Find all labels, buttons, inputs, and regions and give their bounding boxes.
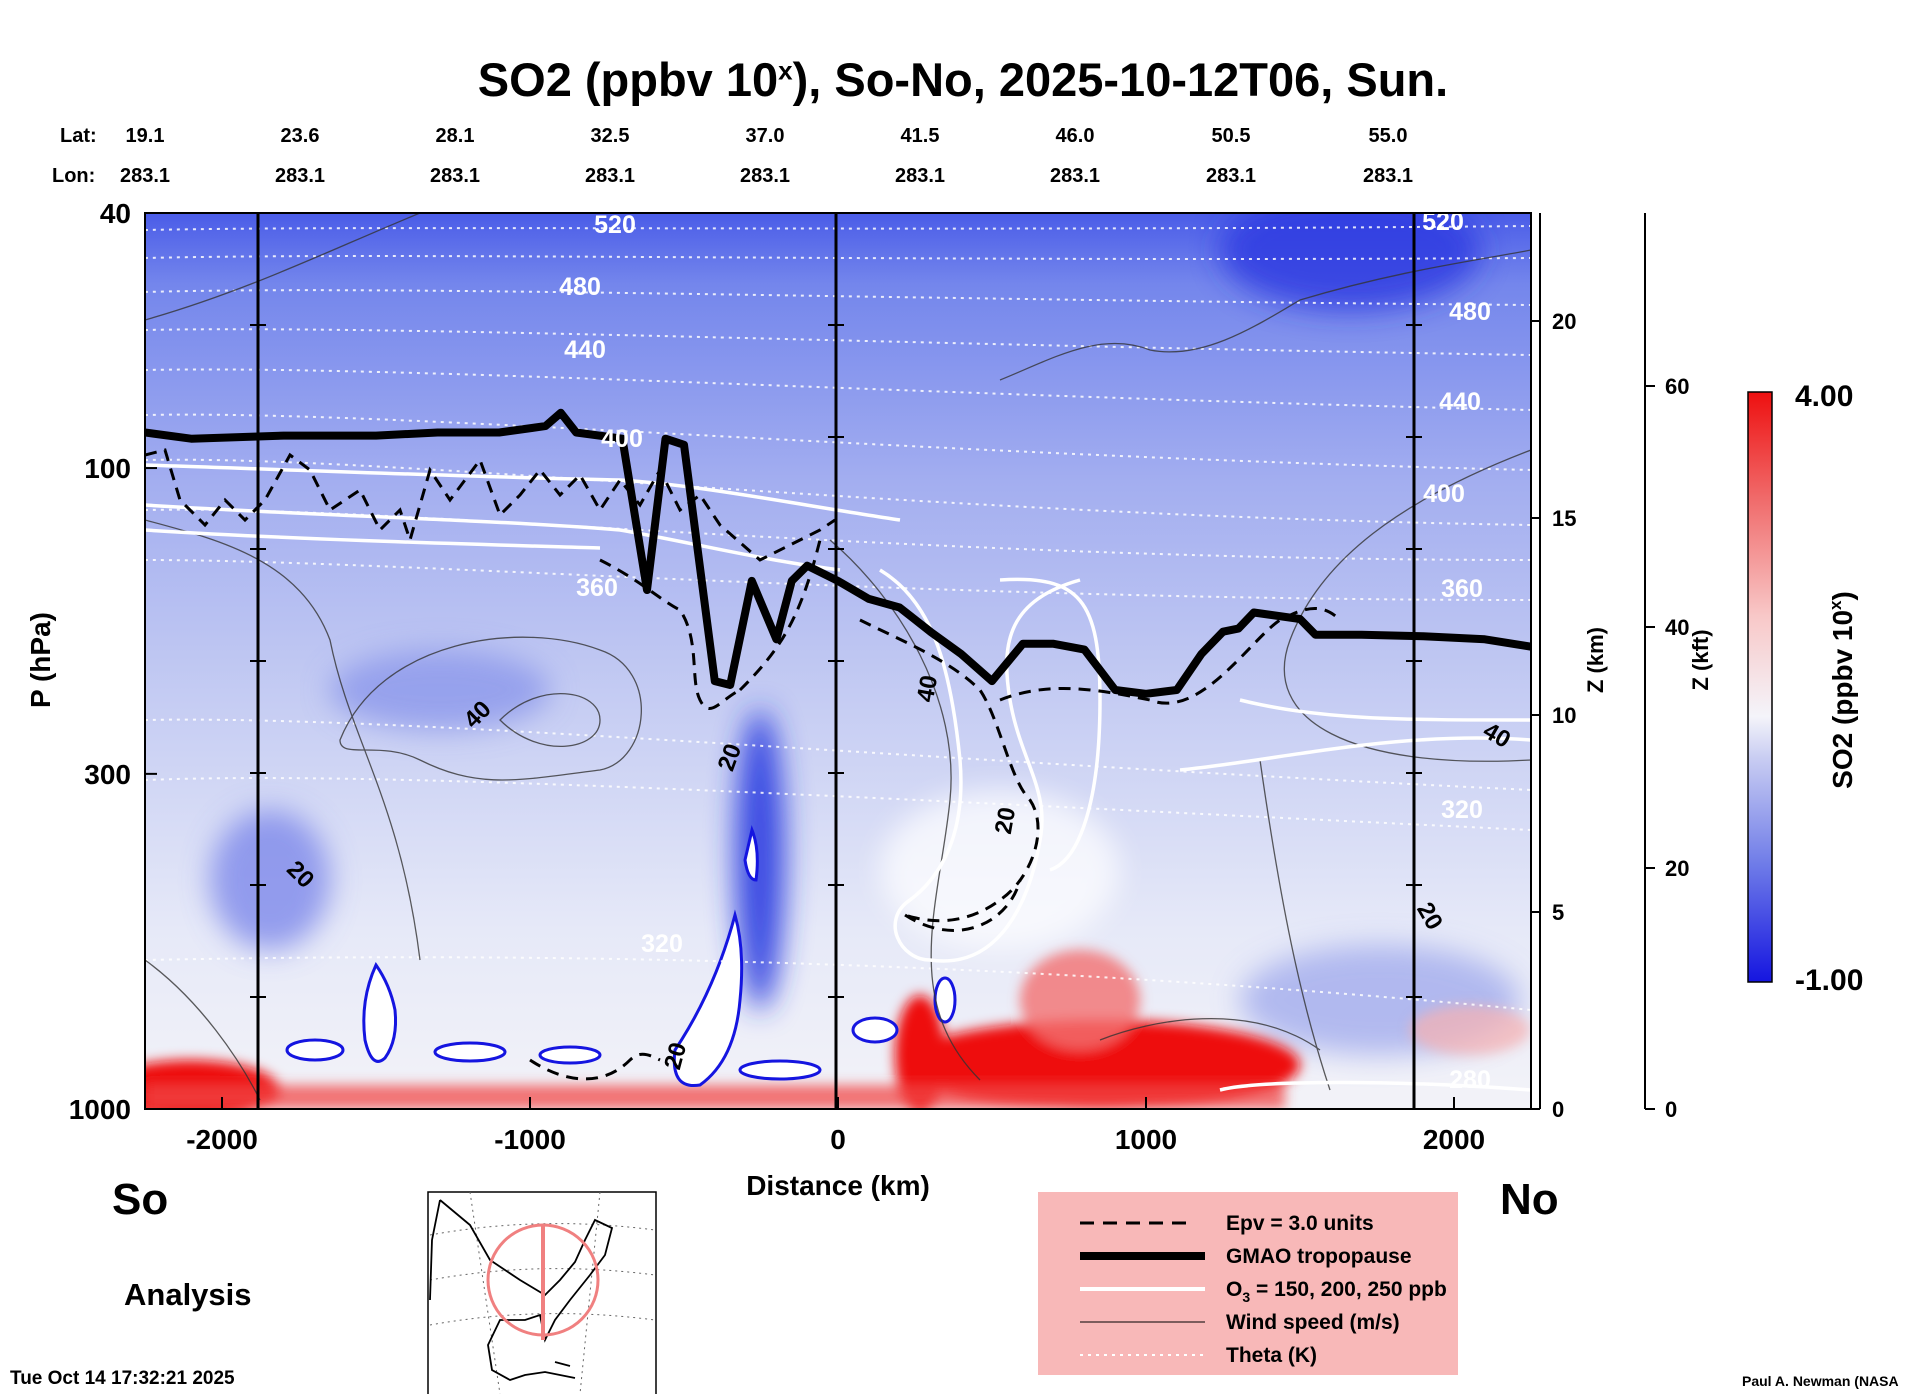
z-km-tick-label: 5 [1552, 900, 1564, 925]
legend-tropopause-label: GMAO tropopause [1226, 1245, 1412, 1268]
y-tick-label: 40 [100, 198, 131, 229]
theta-label: 400 [1423, 480, 1465, 508]
theta-label: 480 [559, 273, 601, 301]
colorbar [1748, 392, 1772, 982]
timestamp: Tue Oct 14 17:32:21 2025 [10, 1368, 235, 1389]
so2-high-surface [145, 1085, 1285, 1109]
lon-value: 283.1 [1205, 165, 1257, 187]
analysis-label: Analysis [124, 1277, 252, 1312]
inset-map [427, 1191, 657, 1394]
chart-title: SO2 (ppbv 10x), So-No, 2025-10-12T06, Su… [477, 53, 1449, 106]
x-tick-label: -1000 [494, 1124, 566, 1155]
lat-value: 23.6 [280, 125, 320, 147]
z-kft-axis: 0 20 40 60 [1645, 374, 1689, 1122]
theta-label: 360 [576, 574, 618, 602]
ozone-contours [145, 463, 1531, 1092]
lat-value: 32.5 [590, 125, 630, 147]
wind-speed-label: 20 [990, 805, 1021, 836]
lat-value: 50.5 [1211, 125, 1251, 147]
y-tick-label: 300 [84, 759, 131, 790]
so2-neutral-patch [880, 790, 1120, 950]
so2-high-right [1410, 1005, 1530, 1055]
tropopause-line [145, 408, 1531, 698]
z-km-tick-label: 0 [1552, 1097, 1564, 1122]
theta-label: 320 [641, 930, 683, 958]
section-vertical-ticks [250, 213, 1422, 1109]
theta-label: 400 [601, 425, 643, 453]
lon-value: 283.1 [274, 165, 326, 187]
lon-value: 283.1 [1362, 165, 1414, 187]
lon-value: 283.1 [119, 165, 171, 187]
lat-value: 37.0 [745, 125, 785, 147]
x-axis: -2000 -1000 0 1000 2000 [186, 1097, 1485, 1155]
colorbar-title: SO2 (ppbv 10x) [1826, 591, 1858, 789]
z-kft-tick-label: 20 [1665, 856, 1689, 881]
theta-label: 520 [1422, 208, 1464, 236]
lon-value: 283.1 [429, 165, 481, 187]
z-kft-tick-label: 60 [1665, 374, 1689, 399]
legend-wind-label: Wind speed (m/s) [1226, 1311, 1400, 1334]
lat-label: Lat: [60, 125, 97, 147]
legend-theta-label: Theta (K) [1226, 1344, 1317, 1367]
so2-plume-column [735, 710, 785, 1010]
z-km-tick-label: 20 [1552, 309, 1576, 334]
colorbar-min-label: -1.00 [1795, 964, 1863, 997]
legend-epv-label: Epv = 3.0 units [1226, 1212, 1374, 1235]
lat-value: 55.0 [1368, 125, 1408, 147]
wind-speed-label: 40 [912, 673, 943, 704]
so2-low-upper-right [1220, 213, 1480, 310]
y-axis-title: P (hPa) [25, 612, 56, 708]
colorbar-max-label: 4.00 [1795, 380, 1853, 413]
x-tick-label: 2000 [1423, 1124, 1485, 1155]
so2-low-blobs [285, 825, 957, 1088]
z-km-title: Z (km) [1583, 627, 1608, 693]
lat-value: 46.0 [1055, 125, 1095, 147]
y-axis: 1000 300 100 40 [69, 198, 157, 1125]
south-label: So [112, 1175, 169, 1224]
z-kft-title: Z (kft) [1688, 629, 1713, 690]
theta-label: 520 [594, 211, 636, 239]
x-axis-title: Distance (km) [746, 1170, 930, 1201]
z-km-tick-label: 15 [1552, 506, 1576, 531]
z-kft-tick-label: 0 [1665, 1097, 1677, 1122]
lon-value: 283.1 [584, 165, 636, 187]
theta-label: 480 [1449, 298, 1491, 326]
z-kft-tick-label: 40 [1665, 615, 1689, 640]
lon-value: 283.1 [739, 165, 791, 187]
lon-value: 283.1 [894, 165, 946, 187]
lon-label: Lon: [52, 165, 96, 187]
x-tick-label: 0 [830, 1124, 846, 1155]
colorbar-frame [1747, 391, 1773, 983]
lat-value: 41.5 [900, 125, 940, 147]
theta-label: 360 [1441, 575, 1483, 603]
lat-value: 28.1 [435, 125, 475, 147]
inset-map-coastlines [429, 1199, 614, 1381]
credit: Paul A. Newman (NASA [1742, 1373, 1899, 1389]
theta-label: 440 [564, 336, 606, 364]
so2-low-midleft [330, 650, 550, 730]
lon-value: 283.1 [1049, 165, 1101, 187]
so2-high-fringe [1020, 950, 1140, 1050]
so2-low-left [210, 810, 330, 950]
theta-label: 320 [1441, 796, 1483, 824]
y-tick-label: 1000 [69, 1094, 131, 1125]
x-tick-label: -2000 [186, 1124, 258, 1155]
x-tick-label: 1000 [1115, 1124, 1177, 1155]
legend-ozone-label: O3 = 150, 200, 250 ppb [1226, 1278, 1447, 1305]
theta-label: 280 [1449, 1066, 1491, 1094]
y-tick-label: 100 [84, 453, 131, 484]
theta-label: 440 [1439, 388, 1481, 416]
z-km-tick-label: 10 [1552, 703, 1576, 728]
z-km-axis: 0 5 10 15 20 [1531, 309, 1576, 1122]
so2-high-peak [895, 995, 945, 1109]
lat-value: 19.1 [125, 125, 165, 147]
north-label: No [1500, 1175, 1559, 1224]
